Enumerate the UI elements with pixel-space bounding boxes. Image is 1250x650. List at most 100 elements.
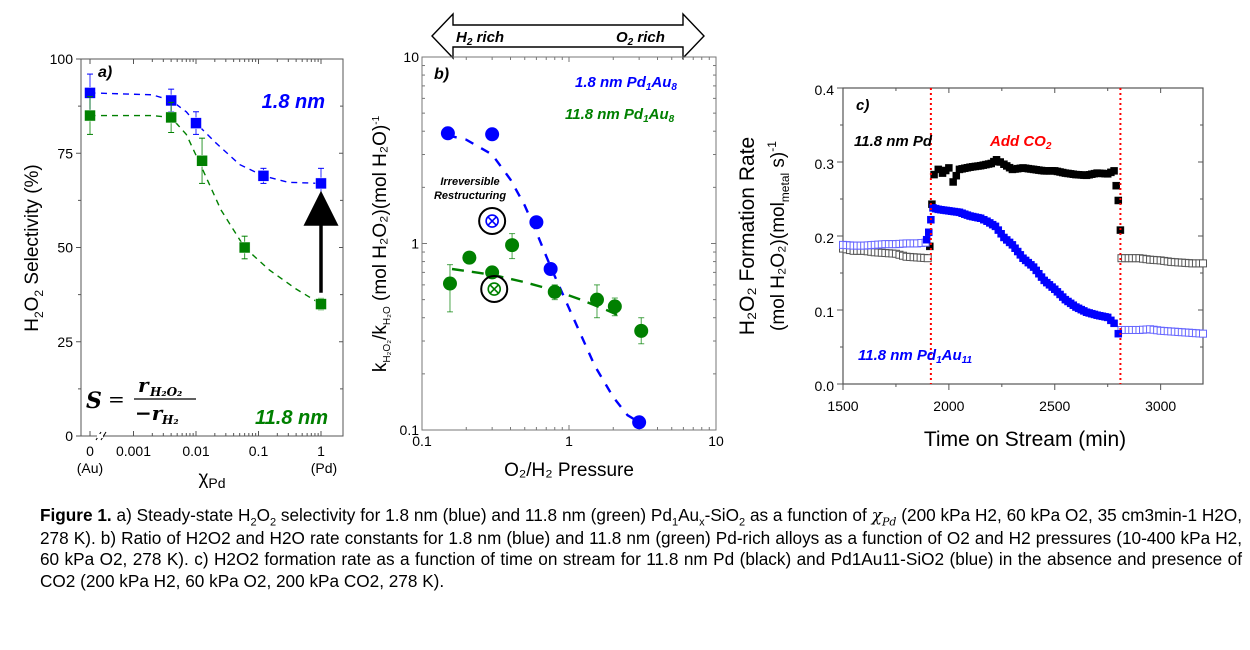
panel-c-y-axis-label-line1: H₂O₂ Formation Rate <box>736 137 759 335</box>
fit-line <box>451 267 620 317</box>
panel-b-irreversible-label-line2: Restructuring <box>434 190 506 202</box>
panel-c-co2-switch-lines <box>929 88 1122 384</box>
data-point <box>165 111 177 124</box>
data-point <box>1114 329 1123 338</box>
data-point <box>589 292 604 307</box>
panel-a-data-points <box>84 73 327 311</box>
panel-c-label-pd: 11.8 nm Pd <box>854 133 933 150</box>
y-tick-label: 25 <box>57 334 73 350</box>
data-point <box>1110 319 1118 328</box>
data-point <box>922 235 931 244</box>
y-tick-label: 50 <box>57 240 73 256</box>
y-tick-label: 0 <box>65 428 73 444</box>
caption-figure-number: Figure 1. <box>40 505 112 525</box>
y-tick-label: 0.4 <box>815 82 835 98</box>
panel-a-label: a) <box>98 64 112 81</box>
x-tick-label: 0.1 <box>412 433 432 449</box>
data-point <box>1199 329 1207 338</box>
x-tick-label: 1 <box>565 433 573 449</box>
panel-b-axis-ticks: 0.10.1 1 1 10 10 <box>400 49 724 449</box>
crossed-circle-point <box>485 214 499 228</box>
fit-line <box>447 134 640 424</box>
restructuring-highlight-ring <box>480 275 509 304</box>
x-tick-label: 3000 <box>1145 398 1176 414</box>
formula-equals: = <box>108 387 125 411</box>
data-point <box>196 155 208 167</box>
crossed-circle-x <box>487 216 497 226</box>
x-tick-label: 10 <box>708 433 724 449</box>
data-point <box>485 127 500 142</box>
panel-c-y-axis-label-line2: (mol H₂O₂)(molmetal s)-1 <box>765 141 792 331</box>
data-point <box>315 177 327 190</box>
y-tick-label: 0.1 <box>815 304 835 320</box>
y-tick-label: 10 <box>403 49 419 65</box>
formula-numerator: r <box>138 373 150 397</box>
formula-s: S <box>86 388 102 414</box>
x-tick-label: 2000 <box>933 398 964 414</box>
formula-numerator-sub: H₂O₂ <box>149 385 182 399</box>
data-point <box>607 299 622 314</box>
data-point <box>1116 226 1125 234</box>
panel-b-o2-rich-label: O2 rich <box>616 29 665 48</box>
panel-a-plot-frame <box>80 58 344 437</box>
data-point <box>257 170 270 182</box>
panel-a-y-ticks: 0 25 50 75 100 <box>50 51 343 444</box>
axis-break-gap <box>97 434 103 438</box>
panel-c-x-axis-label: Time on Stream (min) <box>924 428 1126 451</box>
panel-b-direction-arrow <box>431 12 705 60</box>
x-tick-label: 1500 <box>827 398 858 414</box>
data-point <box>462 250 477 265</box>
data-point <box>632 415 647 430</box>
y-tick-label: 0.3 <box>815 156 835 172</box>
x-tick-label: 0.001 <box>116 443 151 459</box>
data-point <box>1110 167 1118 175</box>
panel-a-pd-label: (Pd) <box>311 460 337 476</box>
formula-denominator-sub: H₂ <box>161 413 179 427</box>
y-tick-label: 0.1 <box>400 422 420 438</box>
panel-c-formation-rate-chart: 0.0 0.1 0.2 0.3 0.4 1500 2000 2500 3000 c) 11.8 … <box>736 82 1207 451</box>
panel-b-label-11-8nm: 11.8 nm Pd1Au8 <box>565 106 675 125</box>
data-point <box>1199 259 1207 268</box>
panel-b-rate-constant-ratio-chart: H2 rich O2 rich 0.10.1 1 1 10 10 b) 1.8 nm P… <box>370 12 724 481</box>
data-point <box>949 178 957 186</box>
x-tick-label: 0.1 <box>249 443 269 459</box>
data-point <box>505 238 520 253</box>
data-point <box>1114 196 1123 205</box>
panel-a-x-ticks: 0 0.001 0.01 0.1 1 <box>86 59 325 459</box>
panel-b-irreversible-label-line1: Irreversible <box>440 176 499 188</box>
panel-a-label-1-8nm: 1.8 nm <box>262 91 325 113</box>
axis-break-mark <box>100 431 107 441</box>
panel-c-axis-ticks: 0.0 0.1 0.2 0.3 0.4 1500 2000 2500 3000 <box>815 82 1203 414</box>
data-point <box>1112 181 1120 190</box>
panel-b-x-axis-label: O₂/H₂ Pressure <box>504 460 634 481</box>
data-point <box>925 228 933 237</box>
panel-c-label: c) <box>856 97 869 114</box>
x-tick-label: 0.01 <box>182 443 209 459</box>
crossed-circle-point <box>487 282 502 296</box>
data-point <box>190 117 202 129</box>
panel-c-label-add-co2: Add CO2 <box>989 133 1052 152</box>
y-tick-label: 0.2 <box>815 230 835 246</box>
data-point <box>442 276 457 291</box>
panel-b-y-axis-label: kH₂O₂/kH₂O (mol H₂O₂)(mol H₂O)-1 <box>370 115 393 372</box>
data-point <box>529 215 544 230</box>
y-tick-label: 75 <box>57 145 73 161</box>
panel-a-fit-lines <box>89 92 322 305</box>
panel-c-label-pdau: 11.8 nm Pd1Au11 <box>858 347 972 366</box>
data-point <box>634 323 649 338</box>
fit-line <box>90 114 322 305</box>
x-tick-label: 0 <box>86 443 94 459</box>
panel-a-y-axis-label: H2O2 Selectivity (%) <box>22 164 46 332</box>
restructuring-highlight-ring <box>478 207 507 236</box>
y-tick-label: 1 <box>411 236 419 252</box>
x-tick-label: 1 <box>317 443 325 459</box>
panel-a-au-label: (Au) <box>77 460 103 476</box>
x-tick-label: 2500 <box>1039 398 1070 414</box>
y-tick-label: 0.0 <box>815 378 835 394</box>
data-point <box>84 109 96 122</box>
panel-b-label: b) <box>434 66 449 83</box>
panel-a-selectivity-formula: S = r H₂O₂ −r H₂ <box>86 373 196 427</box>
data-point <box>440 126 455 141</box>
panel-a-label-11-8nm: 11.8 nm <box>255 407 328 429</box>
